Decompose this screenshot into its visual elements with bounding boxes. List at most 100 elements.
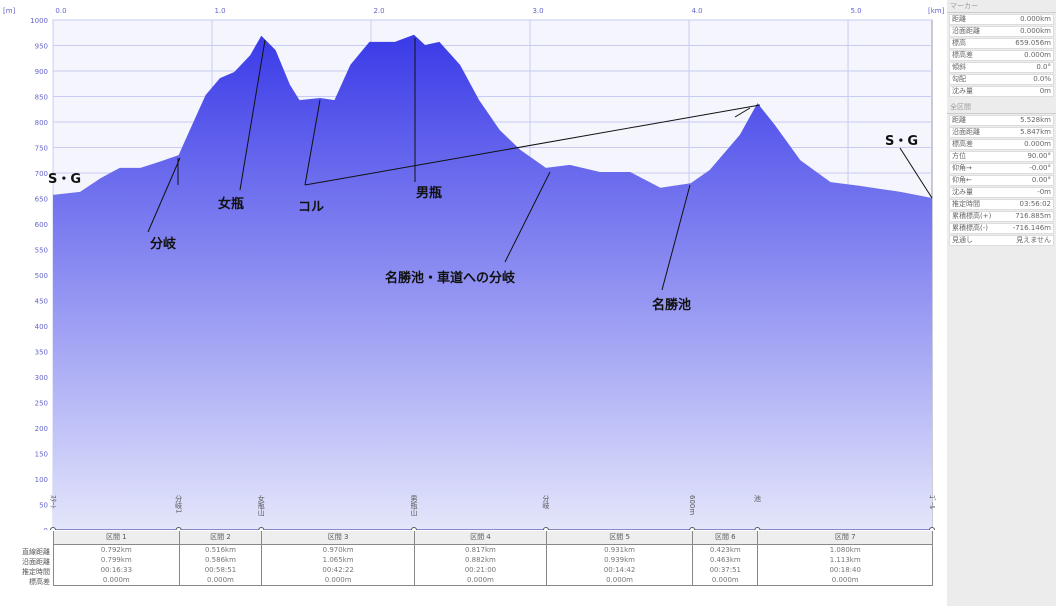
waypoint-marker[interactable] bbox=[410, 527, 417, 531]
section-cell: 00:21:00 bbox=[464, 566, 497, 574]
section-header[interactable]: 区間 2 bbox=[179, 531, 262, 545]
annotation-pond: 名勝池 bbox=[652, 297, 691, 313]
y-tick-label: 500 bbox=[35, 272, 48, 280]
section-cell: 0.882km bbox=[464, 556, 496, 564]
info-label: 距離 bbox=[952, 116, 966, 124]
row-label: 直線距離 bbox=[22, 548, 50, 556]
waypoint-marker[interactable] bbox=[754, 527, 761, 531]
x-tick-label: 0.0 bbox=[55, 7, 66, 15]
annotation-sg-start: S・G bbox=[48, 172, 81, 187]
info-label: 標高 bbox=[952, 39, 966, 47]
info-row: 累積標高(+) 716.885m bbox=[949, 211, 1054, 222]
section-cell: 0.792km bbox=[100, 546, 132, 554]
section-cell: 00:42:22 bbox=[322, 566, 354, 574]
y-tick-label: 400 bbox=[35, 323, 48, 331]
info-row: 沈み量 0m bbox=[949, 86, 1054, 97]
info-label: 方位 bbox=[952, 152, 966, 160]
info-value: 0.000km bbox=[1020, 15, 1051, 23]
annotation-road-branch: 名勝池・車道への分岐 bbox=[385, 270, 516, 286]
section-header[interactable]: 区間 4 bbox=[414, 531, 546, 545]
waypoint-label: 分岐1 bbox=[175, 494, 183, 513]
section-cell: 0.463km bbox=[709, 556, 741, 564]
section-cell: 00:14:42 bbox=[603, 566, 636, 574]
section-cell: 0.000m bbox=[466, 576, 494, 584]
row-label: 推定時間 bbox=[22, 568, 50, 576]
y-unit: [m] bbox=[3, 7, 16, 15]
section-column: 区間 5 0.931km 0.939km 00:14:42 0.000m bbox=[545, 531, 694, 586]
section-header[interactable]: 区間 1 bbox=[54, 531, 179, 545]
waypoint-marker[interactable] bbox=[929, 527, 935, 531]
info-label: 累積標高(+) bbox=[952, 212, 992, 220]
section-cell: 0.000m bbox=[711, 576, 739, 584]
info-label: 沈み量 bbox=[952, 87, 973, 95]
info-value: 716.885m bbox=[1015, 212, 1051, 220]
section-column: 区間 6 0.423km 0.463km 00:37:51 0.000m bbox=[692, 531, 759, 586]
y-tick-label: 900 bbox=[35, 68, 48, 76]
y-tick-label: 750 bbox=[35, 145, 48, 153]
annotation-col: コル bbox=[298, 200, 324, 215]
y-tick-label: 850 bbox=[35, 94, 48, 102]
info-label: 勾配 bbox=[952, 75, 966, 83]
info-row: 距離 0.000km bbox=[949, 14, 1054, 25]
x-unit: [km] bbox=[928, 7, 945, 15]
waypoint-marker[interactable] bbox=[50, 527, 56, 531]
info-value: 0.000m bbox=[1024, 51, 1051, 59]
waypoint-marker[interactable] bbox=[258, 527, 265, 531]
all-sections-header: 全区間 bbox=[947, 101, 1056, 114]
x-tick-label: 2.0 bbox=[373, 7, 384, 15]
annotation-sg-goal: S・G bbox=[885, 134, 918, 149]
waypoint-label: 池 bbox=[753, 494, 761, 502]
section-cell: 0.423km bbox=[709, 546, 741, 554]
info-value: 659.056m bbox=[1015, 39, 1051, 47]
x-tick-label: 5.0 bbox=[850, 7, 861, 15]
section-column: 区間 2 0.516km 0.586km 00:58:51 0.000m bbox=[178, 531, 263, 586]
waypoint-marker[interactable] bbox=[175, 527, 182, 531]
info-label: 仰角→ bbox=[952, 164, 972, 172]
info-row: 勾配 0.0% bbox=[949, 74, 1054, 85]
info-row: 沿面距離 5.847km bbox=[949, 127, 1054, 138]
info-value: -716.146m bbox=[1012, 224, 1051, 232]
elevation-area bbox=[53, 34, 932, 530]
info-row: 距離 5.528km bbox=[949, 115, 1054, 126]
section-cell: 0.000m bbox=[207, 576, 234, 584]
y-tick-label: 450 bbox=[35, 298, 48, 306]
x-tick-label: 3.0 bbox=[532, 7, 543, 15]
row-label: 沿面距離 bbox=[22, 558, 50, 566]
info-row: 推定時間 03:56:02 bbox=[949, 199, 1054, 210]
waypoint-label: ｽﾀｰﾄ bbox=[49, 495, 57, 509]
section-header[interactable]: 区間 6 bbox=[693, 531, 758, 545]
waypoint-marker[interactable] bbox=[542, 527, 549, 531]
section-header[interactable]: 区間 5 bbox=[546, 531, 693, 545]
y-tick-label: 150 bbox=[35, 451, 48, 459]
waypoint-label: 男瓶山 bbox=[410, 495, 418, 517]
row-label: 標高差 bbox=[29, 578, 50, 586]
y-tick-label: 200 bbox=[35, 425, 48, 433]
info-label: 標高差 bbox=[952, 140, 973, 148]
info-value: 5.528km bbox=[1020, 116, 1051, 124]
section-column: 区間 1 0.792km 0.799km 00:16:33 0.000m bbox=[53, 531, 180, 586]
info-label: 推定時間 bbox=[952, 200, 980, 208]
section-column: 区間 3 0.970km 1.065km 00:42:22 0.000m bbox=[261, 531, 415, 586]
info-row: 傾斜 0.0° bbox=[949, 62, 1054, 73]
y-tick-label: 650 bbox=[35, 196, 48, 204]
annotation-branch: 分岐 bbox=[150, 236, 177, 252]
info-value: 03:56:02 bbox=[1019, 200, 1051, 208]
y-tick-label: 250 bbox=[35, 400, 48, 408]
y-tick-label: 300 bbox=[35, 374, 48, 382]
x-tick-label: 4.0 bbox=[691, 7, 702, 15]
info-row: 見通し 見えません bbox=[949, 235, 1054, 246]
section-cell: 0.000m bbox=[606, 576, 633, 584]
waypoint-label: 女瓶山 bbox=[257, 494, 265, 517]
section-header[interactable]: 区間 7 bbox=[758, 531, 932, 545]
section-cell: 0.586km bbox=[204, 556, 236, 564]
info-row: 標高差 0.000m bbox=[949, 50, 1054, 61]
section-header[interactable]: 区間 3 bbox=[262, 531, 414, 545]
y-tick-label: 350 bbox=[35, 349, 48, 357]
section-column: 区間 4 0.817km 0.882km 00:21:00 0.000m bbox=[413, 531, 547, 586]
section-cell: 00:58:51 bbox=[204, 566, 237, 574]
section-cell: 1.113km bbox=[829, 556, 861, 564]
info-row: 仰角→ -0.00° bbox=[949, 163, 1054, 174]
info-label: 距離 bbox=[952, 15, 966, 23]
info-label: 標高差 bbox=[952, 51, 973, 59]
waypoint-marker[interactable] bbox=[689, 527, 696, 531]
